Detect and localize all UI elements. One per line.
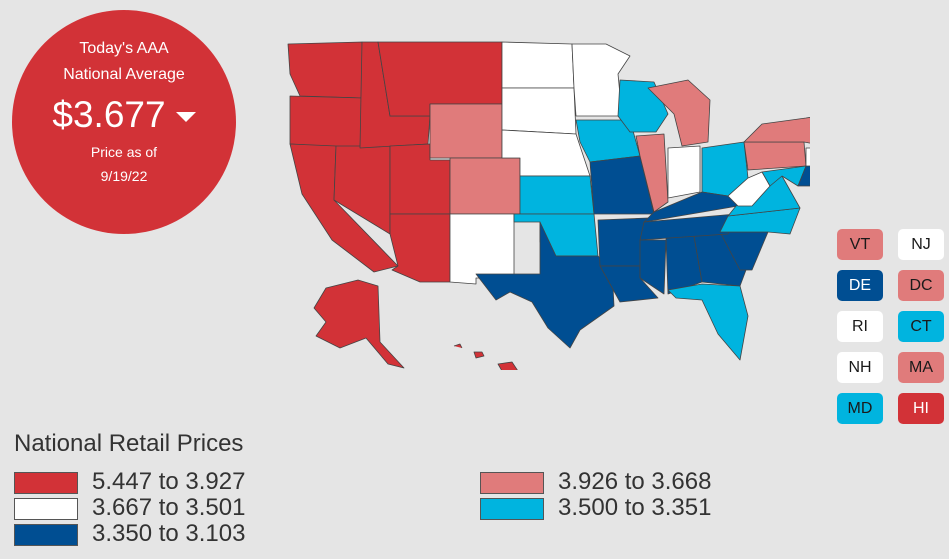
state-co[interactable] [449,157,521,215]
legend-swatch [14,498,78,520]
state-fl[interactable] [667,283,749,361]
legend-label: 3.500 to 3.351 [558,494,712,521]
state-or[interactable] [289,95,364,149]
state-nd[interactable] [501,41,575,89]
price-as-of-label: Price as of [90,144,158,160]
state-nj[interactable] [805,147,810,167]
legend-swatch [480,498,544,520]
us-gas-price-map [287,41,810,370]
state-mi[interactable] [647,79,711,147]
state-pa[interactable] [743,141,807,171]
state-in[interactable] [667,145,701,199]
legend-title: National Retail Prices [14,430,244,457]
badge-title-line2: National Average [63,66,185,83]
state-button-vt[interactable]: VT [837,229,883,260]
state-sd[interactable] [501,87,577,135]
state-ok[interactable] [513,213,599,257]
caret-down-icon[interactable] [175,112,196,123]
price-value: $3.677 [52,94,166,135]
legend-label: 3.926 to 3.668 [558,468,712,495]
price-date: 9/19/22 [100,168,148,184]
national-average-badge: Today's AAA National Average $3.677 Pric… [12,10,236,234]
legend-label: 3.350 to 3.103 [92,520,246,547]
state-ms[interactable] [639,239,667,295]
state-wy[interactable] [429,103,503,159]
legend-swatch [480,472,544,494]
state-ny[interactable] [743,114,810,148]
legend-label: 5.447 to 3.927 [92,468,246,495]
legend-swatch [14,524,78,546]
state-wa[interactable] [287,41,364,99]
state-button-md[interactable]: MD [837,393,883,424]
legend-swatch [14,472,78,494]
state-il[interactable] [635,133,669,213]
state-de[interactable] [797,165,810,187]
state-nm[interactable] [449,213,515,285]
state-button-hi[interactable]: HI [898,393,944,424]
legend-label: 3.667 to 3.501 [92,494,246,521]
state-button-ri[interactable]: RI [837,311,883,342]
state-md[interactable] [761,165,807,187]
state-button-de[interactable]: DE [837,270,883,301]
state-tn[interactable] [639,213,737,241]
state-az[interactable] [389,213,451,283]
badge-title-line1: Today's AAA [79,40,169,57]
state-button-nj[interactable]: NJ [898,229,944,260]
state-ak[interactable] [313,279,405,369]
state-hi[interactable] [453,343,520,370]
state-button-ma[interactable]: MA [898,352,944,383]
state-ks[interactable] [519,175,595,215]
state-tx[interactable] [475,221,615,349]
state-button-nh[interactable]: NH [837,352,883,383]
state-button-ct[interactable]: CT [898,311,944,342]
national-average-price[interactable]: $3.677 [12,94,236,136]
state-button-dc[interactable]: DC [898,270,944,301]
